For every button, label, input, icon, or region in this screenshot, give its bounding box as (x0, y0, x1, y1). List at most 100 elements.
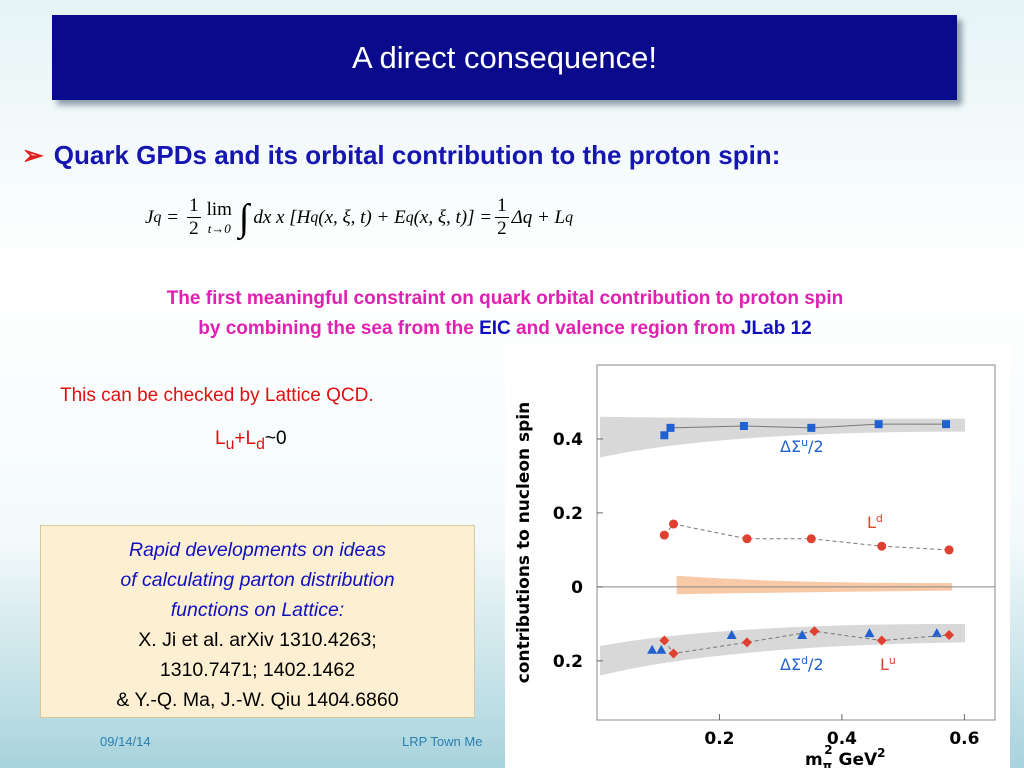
eq-part: t→0 (207, 220, 231, 236)
point (726, 629, 737, 639)
y-axis-label: contributions to nucleon spin (514, 402, 534, 684)
point (669, 519, 679, 529)
text: EIC (479, 318, 511, 339)
point (656, 644, 667, 654)
eq-part: 1 (187, 195, 201, 218)
limit: lim t→0 (207, 199, 232, 237)
band (676, 575, 953, 595)
eq-part: (x, ξ, t) + E (318, 206, 406, 228)
eq-part: 2 (189, 218, 199, 239)
text: +L (234, 428, 257, 449)
constraint-line: by combining the sea from the EIC and va… (20, 314, 990, 344)
point (742, 534, 752, 544)
point (807, 423, 816, 432)
x-label-part: 2 (824, 743, 832, 757)
footer-date: 09/14/14 (100, 734, 151, 749)
y-tick-label: 0.2 (553, 652, 583, 672)
series-label: Ld (867, 512, 883, 532)
point (944, 629, 955, 640)
eq-part: ∫ (238, 196, 250, 239)
sum-rule: Lu+Ld~0 (215, 428, 287, 454)
series-label: ΔΣu/2 (780, 436, 824, 456)
text: and valence region from (510, 318, 741, 339)
point (666, 423, 675, 432)
point (660, 431, 669, 440)
x-tick-label: 0.2 (704, 729, 734, 749)
bullet: ➢ Quark GPDs and its orbital contribution… (22, 140, 780, 171)
series-label-part: /2 (808, 437, 824, 456)
eq-sub: q (565, 208, 574, 226)
title: A direct consequence! (351, 39, 658, 75)
text: d (256, 435, 265, 453)
figure: 0.2 0 0.2 0.4 0.2 0.4 0.6 contributions to nucl… (505, 345, 1010, 768)
text: u (225, 435, 235, 453)
point (874, 420, 883, 429)
eq-sub: q (310, 208, 319, 226)
point (742, 637, 753, 648)
series-label-part: u (889, 654, 896, 667)
point (944, 545, 954, 555)
title-bar: A direct consequence! (52, 15, 957, 100)
point (668, 648, 679, 659)
x-label-part: GeV (833, 750, 878, 768)
eq-sub: q (153, 208, 162, 226)
eq-part: 2 (497, 218, 507, 239)
point (806, 534, 816, 544)
series-label: ΔΣd/2 (780, 654, 824, 674)
constraint: The first meaningful constraint on quark… (20, 284, 990, 344)
plot-frame (596, 364, 996, 721)
constraint-line: The first meaningful constraint on quark… (166, 288, 844, 309)
box-line: X. Ji et al. arXiv 1310.4263; (138, 629, 377, 651)
bullet-arrow: ➢ (22, 140, 44, 170)
box-line: 1310.7471; 1402.1462 (159, 659, 356, 681)
eq-part: dx x [H (253, 206, 311, 228)
box-line: & Y.-Q. Ma, J.-W. Qiu 1404.6860 (116, 689, 399, 711)
point (864, 628, 875, 638)
point (797, 629, 808, 639)
point (659, 635, 670, 646)
text: JLab 12 (740, 318, 812, 339)
point (876, 635, 887, 646)
text: by combining the sea from the (198, 318, 480, 339)
point (659, 530, 669, 540)
y-tick-label: 0.4 (553, 430, 583, 450)
box-line: of calculating parton distribution (120, 569, 395, 591)
series-label-part: u (801, 436, 808, 449)
eq-part: (x, ξ, t)] = (413, 206, 493, 228)
box-line: functions on Lattice: (170, 599, 345, 621)
eq-sub: q (405, 208, 414, 226)
series-label-part: ΔΣ (780, 437, 801, 456)
series-label-part: L (880, 655, 889, 674)
series-line (663, 523, 950, 551)
point (877, 541, 887, 551)
x-label-part: π (823, 759, 833, 768)
point (739, 422, 748, 431)
box-line: Rapid developments on ideas (129, 539, 386, 561)
eq-part: lim (206, 198, 232, 220)
footer-event: LRP Town Me (402, 734, 483, 749)
x-axis-label: mπ 2 GeV2 (805, 743, 886, 768)
series-label: Lu (880, 654, 896, 674)
x-label-part: m (805, 750, 823, 768)
x-tick-label: 0.6 (949, 729, 979, 749)
y-tick-label: 0.2 (553, 504, 583, 524)
x-tick-label: 0.4 (827, 729, 857, 749)
series-label-part: L (867, 513, 876, 532)
point (931, 628, 942, 638)
eq-part: = (167, 206, 179, 228)
x-label-part: 2 (877, 746, 885, 760)
eq-part: J (145, 206, 154, 228)
point (942, 420, 951, 429)
text: L (215, 428, 226, 449)
point (809, 626, 820, 637)
note-box: Rapid developments on ideas of calculati… (40, 525, 475, 718)
bullet-text: Quark GPDs and its orbital contribution … (53, 140, 781, 170)
text: ~0 (264, 428, 287, 449)
y-tick-label: 0 (571, 578, 583, 598)
series-label-part: d (801, 654, 808, 667)
lattice-note: This can be checked by Lattice QCD. (60, 385, 374, 406)
